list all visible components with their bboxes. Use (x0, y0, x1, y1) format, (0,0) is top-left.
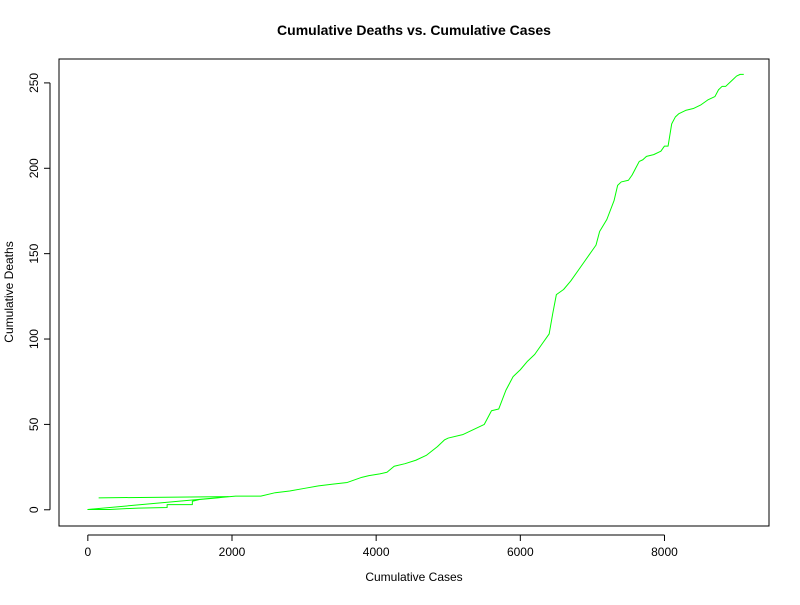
y-tick-label: 150 (27, 243, 41, 263)
series-line (87, 73, 744, 510)
series-layer (87, 73, 744, 510)
x-axis-label: Cumulative Cases (365, 570, 462, 584)
x-tick-label: 2000 (219, 545, 246, 559)
chart-title: Cumulative Deaths vs. Cumulative Cases (277, 22, 551, 38)
y-tick-label: 50 (27, 417, 41, 431)
y-axis: 0 50 100 150 200 250 (27, 73, 51, 513)
x-tick-label: 0 (84, 545, 91, 559)
plot-frame (58, 58, 770, 527)
y-tick-label: 250 (27, 73, 41, 93)
x-axis: 0 2000 4000 6000 8000 (84, 534, 678, 559)
y-tick-label: 100 (27, 329, 41, 349)
y-axis-label: Cumulative Deaths (2, 241, 16, 342)
y-tick-label: 200 (27, 158, 41, 178)
x-tick-label: 4000 (363, 545, 390, 559)
x-tick-label: 6000 (507, 545, 534, 559)
y-tick-label: 0 (27, 506, 41, 513)
x-tick-label: 8000 (651, 545, 678, 559)
